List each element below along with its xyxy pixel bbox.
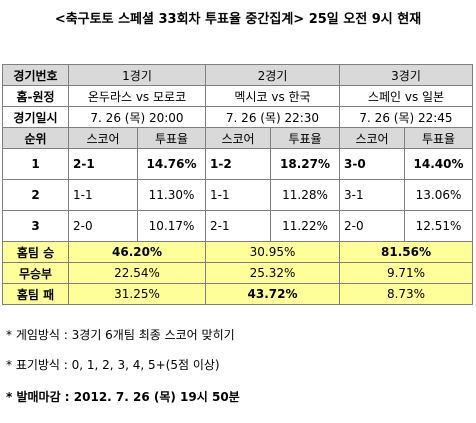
datetime-2: 7. 26 (목) 22:30 xyxy=(205,106,340,128)
rank-3-rate-3: 12.51% xyxy=(404,210,473,242)
score-header-1: 스코어 xyxy=(68,127,138,149)
rank-3-score-2: 2-1 xyxy=(205,210,271,242)
home-loss-row: 홈팀 패 31.25% 43.72% 8.73% xyxy=(2,283,473,305)
home-win-2: 30.95% xyxy=(205,241,340,263)
rank-3: 3 xyxy=(2,210,69,242)
page-title: <축구토토 스페셜 33회차 투표율 중간집계> 25일 오전 9시 현재 xyxy=(54,12,422,27)
rank-3-rate-2: 11.22% xyxy=(270,210,340,242)
game-1-header: 1경기 xyxy=(68,64,206,86)
home-away-label: 홈-원정 xyxy=(2,85,69,107)
rank-2-score-1: 1-1 xyxy=(68,179,138,211)
home-away-row: 홈-원정 온두라스 vs 모로코 멕시코 vs 한국 스페인 vs 일본 xyxy=(2,85,473,107)
datetime-1: 7. 26 (목) 20:00 xyxy=(68,106,206,128)
home-loss-label: 홈팀 패 xyxy=(2,283,69,305)
score-header-3: 스코어 xyxy=(339,127,405,149)
home-win-1: 46.20% xyxy=(68,241,206,263)
vote-rate-table: 경기번호 1경기 2경기 3경기 홈-원정 온두라스 vs 모로코 멕시코 vs… xyxy=(2,64,473,305)
rank-header: 순위 xyxy=(2,127,69,149)
draw-2: 25.32% xyxy=(205,262,340,284)
rank-2-score-2: 1-1 xyxy=(205,179,271,211)
game-2-header: 2경기 xyxy=(205,64,340,86)
rank-3-score-1: 2-0 xyxy=(68,210,138,242)
rank-row-3: 3 2-0 10.17% 2-1 11.22% 2-0 12.51% xyxy=(2,210,473,242)
rank-1-rate-3: 14.40% xyxy=(404,148,473,180)
rank-2-rate-3: 13.06% xyxy=(404,179,473,211)
column-header-row: 순위 스코어 투표율 스코어 투표율 스코어 투표율 xyxy=(2,127,473,149)
rank-3-score-3: 2-0 xyxy=(339,210,405,242)
rank-1-score-3: 3-0 xyxy=(339,148,405,180)
home-loss-3: 8.73% xyxy=(339,283,473,305)
rate-header-2: 투표율 xyxy=(270,127,340,149)
rate-header-3: 투표율 xyxy=(404,127,473,149)
note-sales-deadline: * 발매마감 : 2012. 7. 26 (목) 19시 50분 xyxy=(6,390,240,404)
rank-1-rate-2: 18.27% xyxy=(270,148,340,180)
rank-3-rate-1: 10.17% xyxy=(137,210,206,242)
rank-2-rate-1: 11.30% xyxy=(137,179,206,211)
rank-1-score-1: 2-1 xyxy=(68,148,138,180)
home-win-row: 홈팀 승 46.20% 30.95% 81.56% xyxy=(2,241,473,263)
rank-1: 1 xyxy=(2,148,69,180)
datetime-row: 경기일시 7. 26 (목) 20:00 7. 26 (목) 22:30 7. … xyxy=(2,106,473,128)
rank-row-2: 2 1-1 11.30% 1-1 11.28% 3-1 13.06% xyxy=(2,179,473,211)
draw-1: 22.54% xyxy=(68,262,206,284)
score-header-2: 스코어 xyxy=(205,127,271,149)
home-loss-1: 31.25% xyxy=(68,283,206,305)
match-3: 스페인 vs 일본 xyxy=(339,85,473,107)
game-number-row: 경기번호 1경기 2경기 3경기 xyxy=(2,64,473,86)
match-2: 멕시코 vs 한국 xyxy=(205,85,340,107)
match-1: 온두라스 vs 모로코 xyxy=(68,85,206,107)
draw-row: 무승부 22.54% 25.32% 9.71% xyxy=(2,262,473,284)
rank-row-1: 1 2-1 14.76% 1-2 18.27% 3-0 14.40% xyxy=(2,148,473,180)
home-win-3: 81.56% xyxy=(339,241,473,263)
rank-2-rate-2: 11.28% xyxy=(270,179,340,211)
note-display-method: * 표기방식 : 0, 1, 2, 3, 4, 5+(5점 이상) xyxy=(6,358,220,372)
rank-2-score-3: 3-1 xyxy=(339,179,405,211)
draw-label: 무승부 xyxy=(2,262,69,284)
rate-header-1: 투표율 xyxy=(137,127,206,149)
home-loss-2: 43.72% xyxy=(205,283,340,305)
datetime-3: 7. 26 (목) 22:45 xyxy=(339,106,473,128)
rank-2: 2 xyxy=(2,179,69,211)
home-win-label: 홈팀 승 xyxy=(2,241,69,263)
game-number-label: 경기번호 xyxy=(2,64,69,86)
rank-1-score-2: 1-2 xyxy=(205,148,271,180)
datetime-label: 경기일시 xyxy=(2,106,69,128)
note-game-method: * 게임방식 : 3경기 6개팀 최종 스코어 맞히기 xyxy=(6,328,235,342)
game-3-header: 3경기 xyxy=(339,64,473,86)
rank-1-rate-1: 14.76% xyxy=(137,148,206,180)
draw-3: 9.71% xyxy=(339,262,473,284)
